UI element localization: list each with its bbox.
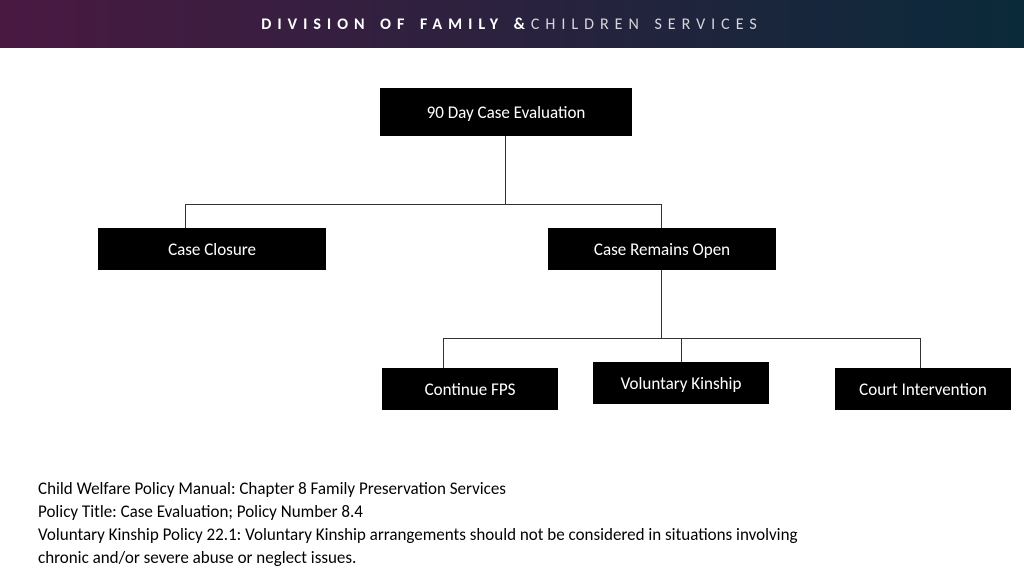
header-bar: DIVISION OF FAMILY & CHILDREN SERVICES	[0, 0, 1024, 48]
footer-text: Child Welfare Policy Manual: Chapter 8 F…	[38, 478, 798, 570]
connector	[443, 338, 921, 339]
footer-line: Voluntary Kinship Policy 22.1: Voluntary…	[38, 524, 798, 547]
connector	[185, 204, 662, 205]
connector	[443, 338, 444, 368]
footer-line: Child Welfare Policy Manual: Chapter 8 F…	[38, 478, 798, 501]
node-root: 90 Day Case Evaluation	[380, 88, 632, 136]
connector	[681, 338, 682, 362]
node-closure: Case Closure	[98, 228, 326, 270]
node-court: Court Intervention	[835, 368, 1011, 410]
node-open: Case Remains Open	[548, 228, 776, 270]
connector	[920, 338, 921, 368]
node-kinship: Voluntary Kinship	[593, 362, 769, 404]
footer-line: Policy Title: Case Evaluation; Policy Nu…	[38, 501, 798, 524]
header-light: CHILDREN SERVICES	[531, 15, 763, 34]
footer-line: chronic and/or severe abuse or neglect i…	[38, 547, 798, 570]
node-fps: Continue FPS	[382, 368, 558, 410]
connector	[661, 204, 662, 228]
connector	[185, 204, 186, 228]
connector	[661, 270, 662, 338]
connector	[505, 136, 506, 204]
header-bold: DIVISION OF FAMILY &	[261, 15, 531, 34]
